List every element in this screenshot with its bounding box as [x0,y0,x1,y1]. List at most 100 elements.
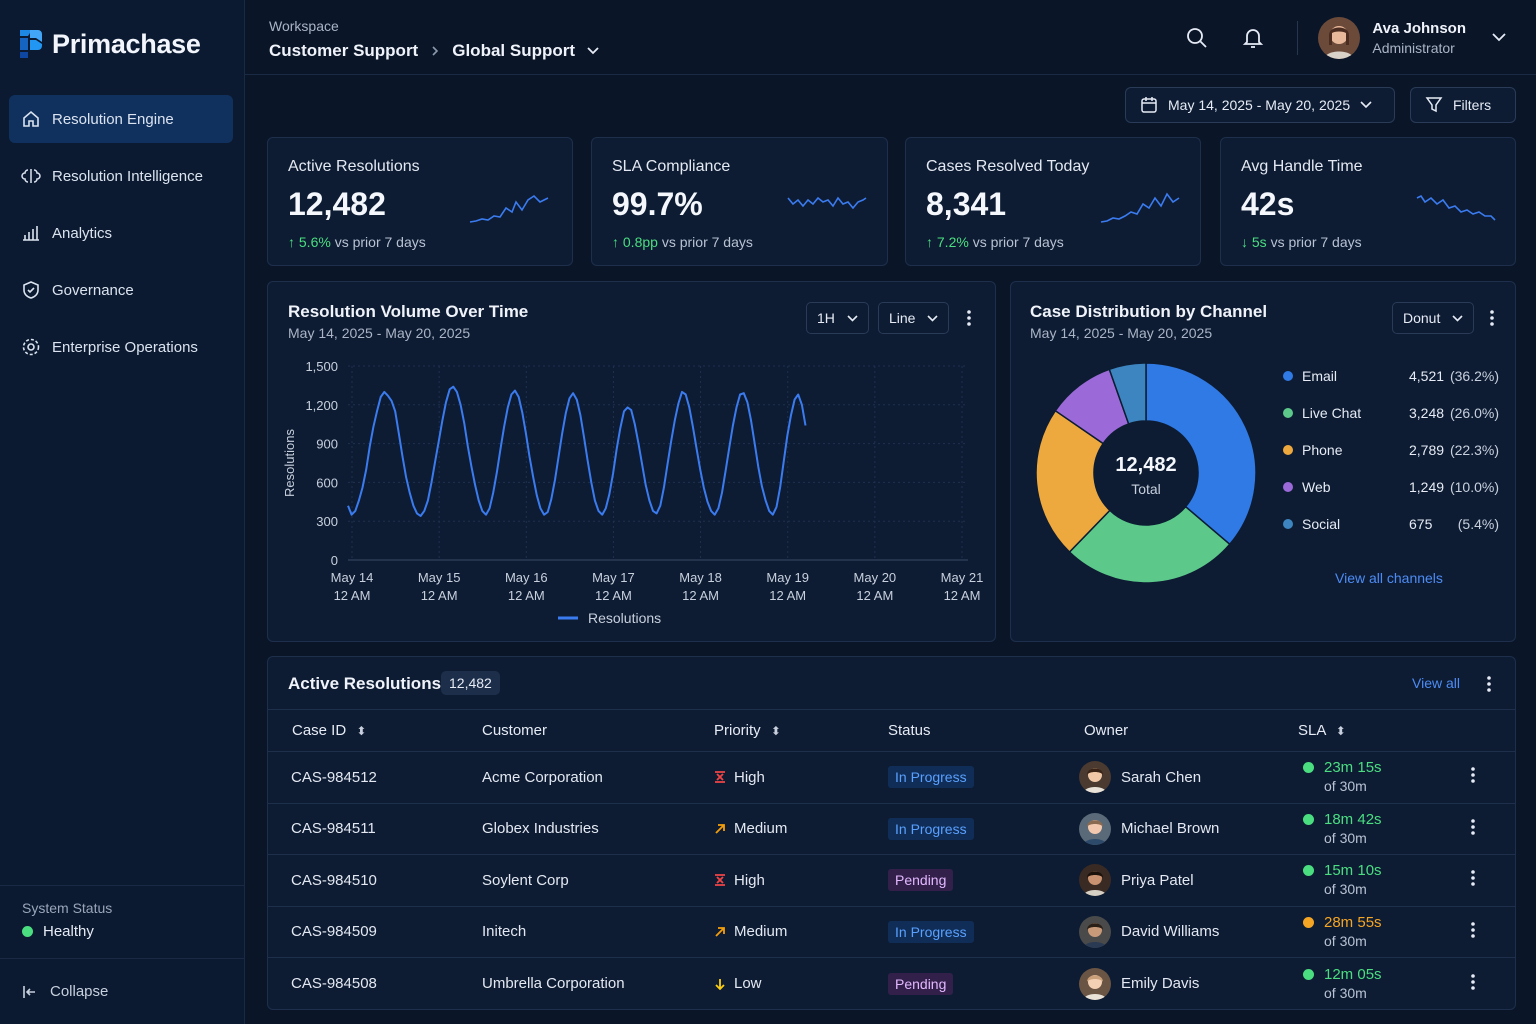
status-badge: Pending [888,972,954,995]
priority-label: High [734,871,765,889]
sidebar-item-resolution-intelligence[interactable]: Resolution Intelligence [9,152,233,200]
donut-slice-phone[interactable] [1035,409,1111,554]
owner[interactable]: Emily Davis [1079,967,1274,1000]
sidebar-item-label: Enterprise Operations [52,338,198,356]
sidebar-item-label: Resolution Engine [52,110,174,128]
table-row[interactable]: CAS-984512 Acme Corporation High In Progres… [268,751,1515,804]
sla-timer: 23m 15s of 30m [1303,758,1449,796]
search-icon[interactable] [1185,26,1209,50]
row-more-options-icon[interactable] [1465,868,1481,888]
case-id[interactable]: CAS-984510 [268,854,464,907]
column-header-sla[interactable]: SLA ⬍ [1274,709,1449,752]
kpi-card-active-resolutions[interactable]: Active Resolutions 12,482 ↑ 5.6% vs prio… [267,137,573,266]
customer-name: Umbrella Corporation [482,975,625,992]
sort-icon: ⬍ [1335,724,1346,738]
kpi-delta-text: vs prior 7 days [1270,234,1362,250]
case-id[interactable]: CAS-984512 [268,751,464,804]
sla-timer: 28m 55s of 30m [1303,913,1449,951]
chart-type-select[interactable]: Line [878,302,950,334]
more-options-icon[interactable] [961,308,977,328]
donut-slice-social[interactable] [1108,362,1147,425]
more-options-icon[interactable] [1481,674,1497,694]
kpi-card-cases-resolved-today[interactable]: Cases Resolved Today 8,341 ↑ 7.2% vs pri… [905,137,1201,266]
case-id[interactable]: CAS-984508 [291,975,377,992]
collapse-button[interactable]: Collapse [0,958,245,1024]
workspace-selector[interactable]: Global Support [452,41,599,61]
owner-name: Sarah Chen [1121,768,1202,786]
interval-select[interactable]: 1H [806,302,869,334]
kpi-delta: ↑ 5.6% vs prior 7 days [288,234,426,250]
active-resolutions-table-card: Active Resolutions 12,482 View all Case … [267,656,1516,1010]
table-row[interactable]: CAS-984508 Umbrella Corporation Low Pending… [268,958,1515,1010]
legend-item-web[interactable]: Web 1,249 (10.0%) [1283,479,1499,495]
row-more-options-icon[interactable] [1465,765,1481,785]
legend-percent: (22.3%) [1449,442,1499,458]
row-more-options-icon[interactable] [1465,920,1481,940]
status-dot-icon [22,926,33,937]
date-range-picker[interactable]: May 14, 2025 - May 20, 2025 [1125,87,1395,123]
donut-slice-live-chat[interactable] [1068,505,1231,584]
breadcrumb-customer-support[interactable]: Customer Support [269,41,419,60]
chevron-right-icon [432,46,439,56]
user-menu[interactable]: Ava Johnson Administrator [1318,16,1506,59]
table-row[interactable]: CAS-984511 Globex Industries Medium In Prog… [268,803,1515,855]
column-header-customer: Customer [464,709,692,752]
system-status-label: System Status [22,900,113,916]
workspace-label: Workspace [269,18,339,34]
legend-item-phone[interactable]: Phone 2,789 (22.3%) [1283,442,1499,458]
priority-label: Low [734,975,762,992]
row-more-options-icon[interactable] [1465,972,1481,992]
case-id[interactable]: CAS-984511 [268,803,464,855]
chart-subtitle: May 14, 2025 - May 20, 2025 [1030,325,1213,341]
status-badge: In Progress [888,920,974,943]
view-all-link[interactable]: View all [1412,675,1460,691]
donut-slice-email[interactable] [1145,362,1257,546]
column-header-priority[interactable]: Priority ⬍ [692,709,864,752]
sort-icon: ⬍ [356,724,367,738]
arrow-up-icon: ↑ [288,234,299,250]
owner-name: David Williams [1121,923,1220,941]
column-header-case-id[interactable]: Case ID ⬍ [268,709,464,752]
column-label: Status [888,722,931,739]
brain-icon [21,166,41,186]
kpi-card-avg-handle-time[interactable]: Avg Handle Time 42s ↓ 5s vs prior 7 days [1220,137,1516,266]
collapse-label: Collapse [50,983,109,1000]
x-tick-label: 12 AM [856,588,893,603]
sla-remaining: 23m 15s [1324,759,1382,777]
chart-type-select[interactable]: Donut [1392,302,1475,334]
owner[interactable]: David Williams [1079,915,1274,948]
logo[interactable]: Primachase [18,28,201,60]
kpi-title: SLA Compliance [612,158,731,175]
view-all-channels-link[interactable]: View all channels [1335,570,1443,586]
legend-item-live-chat[interactable]: Live Chat 3,248 (26.0%) [1283,405,1499,421]
system-status: System Status Healthy [0,885,245,954]
y-tick-label: 900 [316,437,338,452]
filters-button[interactable]: Filters [1410,87,1516,123]
kpi-card-sla-compliance[interactable]: SLA Compliance 99.7% ↑ 0.8pp vs prior 7 … [591,137,888,266]
kpi-value: 12,482 [288,186,386,222]
avatar [1079,915,1111,948]
breadcrumb: Customer Support Global Support [269,41,599,61]
row-more-options-icon[interactable] [1465,817,1481,837]
more-options-icon[interactable] [1484,308,1500,328]
case-id[interactable]: CAS-984509 [268,906,464,958]
table-row[interactable]: CAS-984509 Initech Medium In Progress David … [268,906,1515,958]
legend-item-email[interactable]: Email 4,521 (36.2%) [1283,368,1499,384]
sla-total: of 30m [1324,881,1367,898]
chevron-down-icon [1452,314,1463,322]
legend-label: Live Chat [1302,405,1362,421]
sidebar-item-analytics[interactable]: Analytics [9,209,233,257]
sidebar-item-enterprise-operations[interactable]: Enterprise Operations [9,323,233,371]
owner[interactable]: Michael Brown [1079,812,1274,845]
owner[interactable]: Sarah Chen [1079,761,1274,794]
sidebar-item-governance[interactable]: Governance [9,266,233,314]
legend-item-social[interactable]: Social 675 (5.4%) [1283,516,1499,532]
sidebar-item-resolution-engine[interactable]: Resolution Engine [9,95,233,143]
kpi-delta: ↑ 7.2% vs prior 7 days [926,234,1064,250]
bell-icon[interactable] [1241,26,1265,50]
owner[interactable]: Priya Patel [1079,864,1274,897]
x-tick-label: 12 AM [769,588,806,603]
column-header-owner: Owner [1060,709,1274,752]
priority: Medium [714,923,864,940]
table-row[interactable]: CAS-984510 Soylent Corp High Pending Priya P… [268,854,1515,907]
